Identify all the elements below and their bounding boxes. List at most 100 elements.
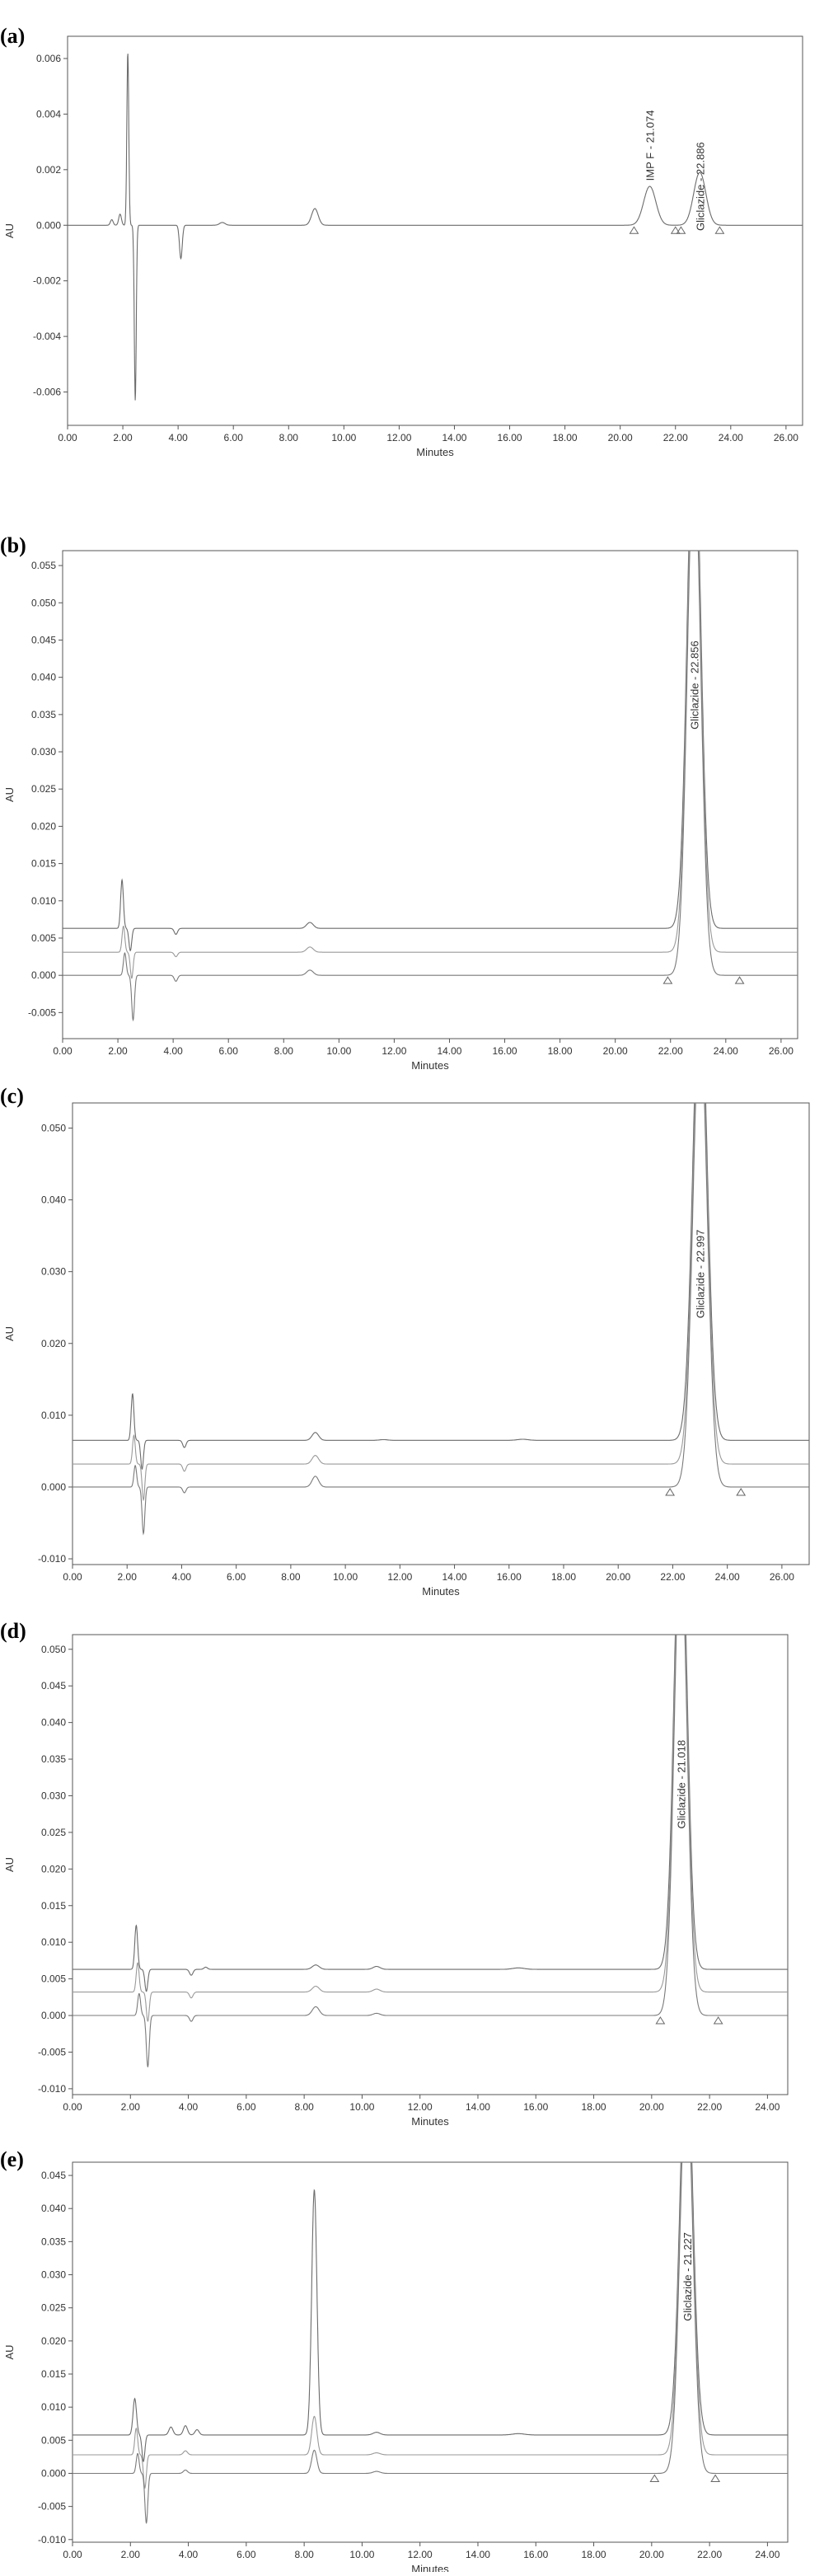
x-tick-label: 6.00 bbox=[219, 1045, 239, 1057]
x-tick-label: 22.00 bbox=[660, 1571, 685, 1583]
y-tick-label: 0.015 bbox=[41, 1900, 66, 1912]
x-tick-label: 18.00 bbox=[582, 2549, 606, 2560]
x-tick-label: 24.00 bbox=[755, 2101, 780, 2113]
x-tick-label: 12.00 bbox=[387, 1571, 412, 1583]
x-tick-label: 14.00 bbox=[466, 2101, 490, 2113]
y-tick-label: 0.030 bbox=[41, 2269, 66, 2281]
integration-marker bbox=[649, 2474, 660, 2482]
y-tick-label: 0.050 bbox=[31, 597, 56, 608]
x-tick-label: 24.00 bbox=[714, 1045, 738, 1057]
x-tick-label: 6.00 bbox=[227, 1571, 246, 1583]
chart-panel-2: (b) 0.055 0.050 0.045 0.040 0.035 0.030 0.025 0.… bbox=[0, 533, 798, 1072]
integration-marker bbox=[662, 976, 673, 984]
y-tick-label: 0.045 bbox=[41, 1680, 66, 1692]
y-tick-label: -0.002 bbox=[33, 275, 61, 287]
x-tick-label: 12.00 bbox=[408, 2101, 433, 2113]
y-tick-label: 0.030 bbox=[41, 1266, 66, 1278]
x-tick-label: 24.00 bbox=[719, 432, 743, 443]
x-tick-label: 14.00 bbox=[442, 432, 466, 443]
x-tick-label: 12.00 bbox=[386, 432, 411, 443]
y-tick-label: -0.006 bbox=[33, 387, 61, 398]
chart-panel-4: (d) 0.050 0.045 0.040 0.035 0.030 0.025 0.020 0.… bbox=[0, 1619, 789, 2128]
x-tick-label: 0.00 bbox=[58, 432, 77, 443]
x-tick-label: 26.00 bbox=[770, 1571, 794, 1583]
y-tick-label: 0.050 bbox=[41, 1122, 66, 1133]
y-tick-label: 0.010 bbox=[41, 1936, 66, 1948]
y-tick-label: 0.020 bbox=[41, 1338, 66, 1349]
x-tick-label: 16.00 bbox=[523, 2101, 548, 2113]
trace-line-1 bbox=[63, 551, 798, 952]
x-axis-label: Minutes bbox=[411, 2115, 449, 2128]
trace-line-2 bbox=[73, 1103, 809, 1502]
x-axis-label: Minutes bbox=[411, 2563, 449, 2572]
y-tick-label: 0.000 bbox=[31, 969, 56, 981]
y-tick-label: 0.040 bbox=[41, 2203, 66, 2214]
y-axis-label: AU bbox=[3, 1326, 16, 1341]
x-tick-label: 4.00 bbox=[163, 1045, 183, 1057]
y-tick-label: -0.010 bbox=[38, 2083, 66, 2095]
x-tick-label: 0.00 bbox=[63, 2101, 82, 2113]
x-tick-label: 4.00 bbox=[179, 2549, 199, 2560]
x-axis-label: Minutes bbox=[416, 446, 454, 458]
y-tick-label: 0.000 bbox=[41, 1481, 66, 1493]
x-axis-label: Minutes bbox=[422, 1585, 460, 1598]
x-tick-label: 20.00 bbox=[639, 2549, 664, 2560]
x-tick-label: 26.00 bbox=[769, 1045, 794, 1057]
peak-label: IMP F - 21.074 bbox=[644, 110, 657, 181]
y-tick-label: 0.002 bbox=[36, 164, 61, 176]
x-tick-label: 22.00 bbox=[658, 1045, 683, 1057]
x-tick-label: 8.00 bbox=[294, 2549, 314, 2560]
y-tick-label: 0.000 bbox=[41, 2010, 66, 2021]
y-tick-label: 0.055 bbox=[31, 560, 56, 571]
x-tick-label: 2.00 bbox=[113, 432, 133, 443]
trace-line-2 bbox=[73, 2162, 788, 2489]
x-tick-label: 10.00 bbox=[333, 1571, 358, 1583]
y-axis-label: AU bbox=[3, 223, 16, 238]
y-tick-label: 0.005 bbox=[31, 932, 56, 944]
y-tick-label: 0.004 bbox=[36, 108, 61, 120]
plot-frame bbox=[67, 35, 803, 426]
x-tick-label: 18.00 bbox=[553, 432, 578, 443]
y-tick-label: 0.010 bbox=[41, 2401, 66, 2413]
peak-label: Gliclazide - 22.997 bbox=[694, 1230, 706, 1319]
y-tick-label: 0.030 bbox=[41, 1790, 66, 1801]
y-tick-label: 0.045 bbox=[31, 634, 56, 645]
x-tick-label: 8.00 bbox=[279, 432, 299, 443]
trace-line-3 bbox=[73, 1635, 788, 2068]
x-tick-label: 22.00 bbox=[697, 2101, 722, 2113]
x-tick-label: 0.00 bbox=[63, 1571, 82, 1583]
y-tick-label: 0.015 bbox=[31, 858, 56, 870]
y-tick-label: 0.035 bbox=[41, 1753, 66, 1765]
x-tick-label: 16.00 bbox=[498, 432, 522, 443]
integration-marker bbox=[734, 976, 745, 984]
y-axis-label: AU bbox=[3, 1857, 16, 1872]
panel-label: (c) bbox=[0, 1084, 24, 1108]
trace-line-1 bbox=[73, 1103, 809, 1471]
x-tick-label: 10.00 bbox=[349, 2549, 374, 2560]
trace-line-3 bbox=[73, 2162, 788, 2524]
x-tick-label: 4.00 bbox=[168, 432, 188, 443]
x-tick-label: 22.00 bbox=[697, 2549, 722, 2560]
y-tick-label: -0.004 bbox=[33, 331, 61, 342]
integration-marker bbox=[713, 2016, 723, 2025]
peak-label: Gliclazide - 21.227 bbox=[681, 2232, 694, 2321]
trace-line-2 bbox=[63, 551, 798, 979]
panel-label: (b) bbox=[0, 533, 26, 557]
x-tick-label: 6.00 bbox=[224, 432, 244, 443]
peak-label: Gliclazide - 21.018 bbox=[676, 1740, 688, 1829]
plot-frame bbox=[72, 1634, 789, 2095]
x-tick-label: 6.00 bbox=[236, 2101, 256, 2113]
trace-line-3 bbox=[63, 551, 798, 1022]
plot-frame bbox=[72, 1102, 810, 1565]
x-tick-label: 4.00 bbox=[179, 2101, 199, 2113]
x-tick-label: 2.00 bbox=[121, 2549, 141, 2560]
y-tick-label: 0.040 bbox=[41, 1717, 66, 1729]
y-tick-label: -0.010 bbox=[38, 1553, 66, 1565]
y-tick-label: 0.000 bbox=[41, 2467, 66, 2479]
x-tick-label: 0.00 bbox=[53, 1045, 73, 1057]
y-tick-label: 0.005 bbox=[41, 2434, 66, 2446]
x-tick-label: 18.00 bbox=[548, 1045, 573, 1057]
y-tick-label: 0.010 bbox=[41, 1410, 66, 1421]
